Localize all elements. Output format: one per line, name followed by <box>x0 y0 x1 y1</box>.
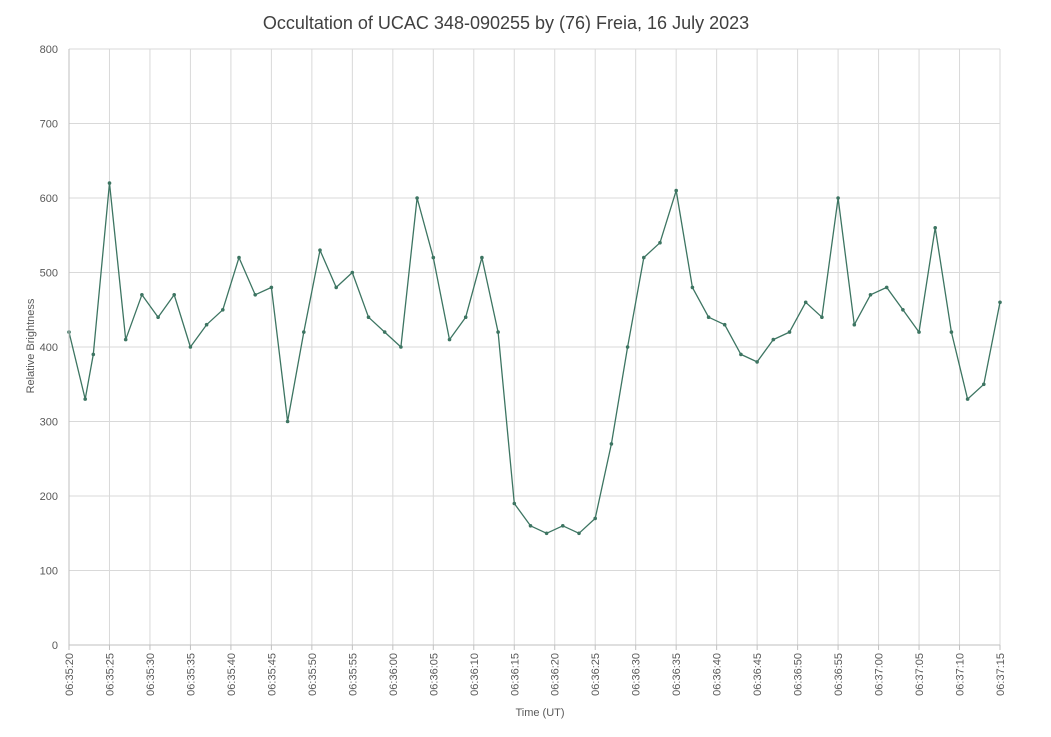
y-tick-label: 300 <box>40 417 58 429</box>
x-tick-label: 06:36:25 <box>590 653 602 696</box>
x-tick-label: 06:36:00 <box>388 653 400 696</box>
axes: 0 100 200 300 400 500 600 700 800 06:35:20 06:35:2… <box>40 44 1007 696</box>
y-tick-label: 500 <box>40 268 58 280</box>
data-point <box>965 397 970 401</box>
data-point <box>350 270 355 275</box>
data-point <box>658 240 662 245</box>
data-point <box>480 255 484 260</box>
x-tick-label: 06:37:15 <box>995 653 1007 696</box>
x-tick-label: 06:36:55 <box>833 653 845 696</box>
x-tick-label: 06:35:20 <box>64 653 76 696</box>
x-tick-label: 06:35:40 <box>226 653 238 696</box>
data-point <box>884 285 889 290</box>
y-axis-title: Relative Brightness <box>25 298 37 393</box>
data-point <box>803 300 808 305</box>
data-point <box>722 322 727 327</box>
x-tick-label: 06:37:05 <box>914 653 926 696</box>
data-series-layer <box>67 181 1002 536</box>
y-tick-label: 0 <box>52 640 58 652</box>
data-point <box>463 315 468 320</box>
data-point <box>302 330 306 334</box>
x-tick-label: 06:36:20 <box>550 653 562 696</box>
data-point <box>334 285 339 290</box>
x-tick-label: 06:36:40 <box>712 653 724 696</box>
x-tick-label: 06:35:50 <box>307 653 319 696</box>
x-tick-label: 06:37:00 <box>874 653 886 696</box>
data-point <box>156 315 160 320</box>
data-point <box>204 322 209 327</box>
data-point <box>285 419 290 424</box>
data-point <box>528 524 533 528</box>
data-point <box>140 293 144 297</box>
x-tick-label: 06:35:25 <box>104 653 116 696</box>
y-tick-label: 700 <box>40 119 58 131</box>
data-point <box>399 345 403 349</box>
data-point <box>83 397 87 401</box>
chart-title: Occultation of UCAC 348-090255 by (76) F… <box>263 13 749 33</box>
data-point <box>868 293 873 297</box>
data-point <box>625 345 630 349</box>
x-tick-label: 06:36:45 <box>752 653 764 696</box>
x-tick-label: 06:35:55 <box>347 653 359 696</box>
data-point <box>318 248 322 252</box>
data-point <box>107 181 112 185</box>
data-point <box>544 531 549 536</box>
x-tick-label: 06:36:10 <box>469 653 481 696</box>
x-tick-label: 06:35:45 <box>266 653 278 696</box>
data-point <box>642 255 646 260</box>
data-point <box>415 196 419 200</box>
data-point <box>674 188 678 193</box>
data-point <box>172 293 176 297</box>
data-point <box>706 315 711 320</box>
x-tick-label: 06:36:30 <box>631 653 643 696</box>
data-point <box>237 255 241 260</box>
data-point <box>382 330 387 334</box>
data-point <box>787 330 792 334</box>
x-tick-label: 06:36:05 <box>428 653 440 696</box>
data-point <box>739 352 743 357</box>
data-point <box>447 337 452 342</box>
data-point <box>188 345 193 349</box>
data-point <box>852 322 857 327</box>
y-tick-label: 800 <box>40 44 58 56</box>
data-point <box>577 531 581 536</box>
x-tick-label: 06:36:15 <box>509 653 521 696</box>
data-point <box>836 196 840 200</box>
y-tick-label: 400 <box>40 342 58 354</box>
data-point <box>609 442 614 446</box>
y-tick-label: 600 <box>40 193 58 205</box>
data-point <box>561 524 565 528</box>
data-point <box>496 330 500 334</box>
x-tick-label: 06:35:35 <box>185 653 197 696</box>
data-point <box>771 337 776 342</box>
x-axis-title: Time (UT) <box>515 707 564 719</box>
data-point <box>982 382 986 387</box>
data-point <box>253 293 257 297</box>
data-point <box>512 501 517 506</box>
data-point <box>366 315 371 320</box>
data-point <box>998 300 1002 305</box>
x-tick-label: 06:36:50 <box>793 653 805 696</box>
data-point <box>949 330 954 334</box>
data-point <box>933 226 937 230</box>
x-tick-label: 06:36:35 <box>671 653 683 696</box>
y-tick-label: 100 <box>40 566 58 578</box>
data-point <box>593 516 597 521</box>
data-point <box>901 308 905 312</box>
x-tick-label: 06:37:10 <box>955 653 967 696</box>
data-point <box>755 360 759 364</box>
data-point <box>269 285 274 290</box>
y-tick-label: 200 <box>40 491 58 503</box>
data-point <box>917 330 921 334</box>
data-point <box>690 285 695 290</box>
x-tick-label: 06:35:30 <box>145 653 157 696</box>
data-point <box>820 315 824 320</box>
data-point <box>221 308 225 312</box>
data-point <box>431 255 436 260</box>
data-point <box>123 337 128 342</box>
data-point <box>91 352 96 357</box>
